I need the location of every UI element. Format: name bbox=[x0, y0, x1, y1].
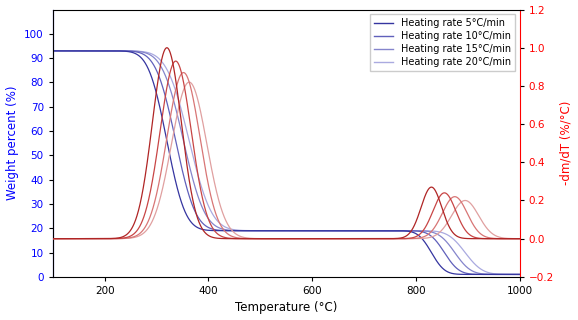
Legend: Heating rate 5°C/min, Heating rate 10°C/min, Heating rate 15°C/min, Heating rate: Heating rate 5°C/min, Heating rate 10°C/… bbox=[369, 14, 515, 71]
Y-axis label: -dm/dT (%/°C): -dm/dT (%/°C) bbox=[560, 101, 572, 185]
Y-axis label: Weight percent (%): Weight percent (%) bbox=[6, 86, 18, 200]
X-axis label: Temperature (°C): Temperature (°C) bbox=[235, 301, 338, 315]
